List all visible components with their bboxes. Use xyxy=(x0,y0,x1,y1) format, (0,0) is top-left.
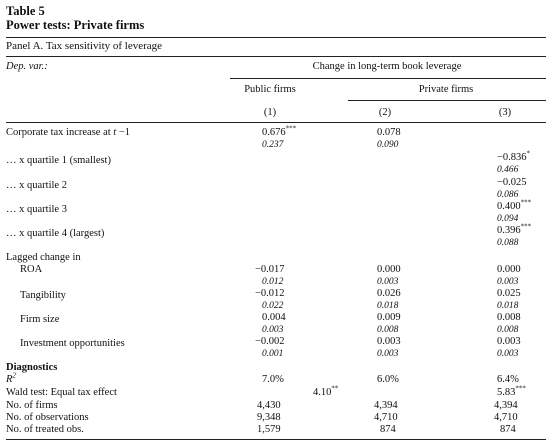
size-c2-se: 0.008 xyxy=(377,325,399,335)
size-c3-se: 0.008 xyxy=(497,325,519,335)
row-label-wald: Wald test: Equal tax effect xyxy=(6,387,117,398)
table-number: Table 5 xyxy=(6,4,45,18)
invest-c3-se: 0.003 xyxy=(497,349,519,359)
q1-c3-se: 0.466 xyxy=(497,165,519,175)
roa-c3: 0.000 xyxy=(497,264,521,275)
tang-c1: −0.012 xyxy=(255,288,285,299)
row-label-tax: Corporate tax increase at t −1 xyxy=(6,127,131,138)
col3-header: (3) xyxy=(498,107,512,118)
roa-c1-se: 0.012 xyxy=(262,277,284,287)
row-label-nfirms: No. of firms xyxy=(6,400,58,411)
q4-c3: 0.396*** xyxy=(497,222,532,236)
wald-mid: 4.10** xyxy=(313,384,339,398)
dep-var-rule xyxy=(230,78,546,79)
panel-rule xyxy=(6,56,546,57)
invest-c1-se: 0.001 xyxy=(262,349,284,359)
tax-c2-se: 0.090 xyxy=(377,140,399,150)
row-label-tangibility: Tangibility xyxy=(20,290,66,301)
nobs-c2: 4,710 xyxy=(374,412,398,423)
size-c1-se: 0.003 xyxy=(262,325,284,335)
row-label-q2: … x quartile 2 xyxy=(6,180,67,191)
r2-c3: 6.4% xyxy=(497,374,519,385)
title-rule xyxy=(6,37,546,38)
invest-c3: 0.003 xyxy=(497,336,521,347)
row-label-ntreated: No. of treated obs. xyxy=(6,424,84,435)
row-label-diagnostics: Diagnostics xyxy=(6,362,58,373)
tang-c3-se: 0.018 xyxy=(497,301,519,311)
roa-c3-se: 0.003 xyxy=(497,277,519,287)
private-firms-rule xyxy=(348,100,546,101)
tang-c2-se: 0.018 xyxy=(377,301,399,311)
tang-c2: 0.026 xyxy=(377,288,401,299)
q2-c3-se: 0.086 xyxy=(497,190,519,200)
row-label-q4: … x quartile 4 (largest) xyxy=(6,228,105,239)
q3-c3: 0.400*** xyxy=(497,198,532,212)
nfirms-c2: 4,394 xyxy=(374,400,398,411)
q2-c3: −0.025 xyxy=(497,177,527,188)
roa-c2: 0.000 xyxy=(377,264,401,275)
nobs-c3: 4,710 xyxy=(494,412,518,423)
nobs-c1: 9,348 xyxy=(257,412,281,423)
col1-header: (1) xyxy=(263,107,277,118)
panel-title: Panel A. Tax sensitivity of leverage xyxy=(6,40,163,52)
ntreat-c2: 874 xyxy=(380,424,396,435)
nfirms-c1: 4,430 xyxy=(257,400,281,411)
wald-c3: 5.83*** xyxy=(497,384,526,398)
dep-var-description: Change in long-term book leverage xyxy=(312,61,462,72)
tang-c3: 0.025 xyxy=(497,288,521,299)
q4-c3-se: 0.088 xyxy=(497,238,519,248)
tax-c1-se: 0.237 xyxy=(262,140,284,150)
row-label-lagged: Lagged change in xyxy=(6,252,81,263)
ntreat-c3: 874 xyxy=(500,424,516,435)
invest-c2: 0.003 xyxy=(377,336,401,347)
size-c3: 0.008 xyxy=(497,312,521,323)
q3-c3-se: 0.094 xyxy=(497,214,519,224)
header-rule xyxy=(6,122,546,123)
bottom-rule xyxy=(6,439,546,440)
ntreat-c1: 1,579 xyxy=(257,424,281,435)
row-label-roa: ROA xyxy=(20,264,43,275)
invest-c2-se: 0.003 xyxy=(377,349,399,359)
tang-c1-se: 0.022 xyxy=(262,301,284,311)
col2-header: (2) xyxy=(378,107,392,118)
row-label-investment: Investment opportunities xyxy=(20,338,125,349)
row-label-nobs: No. of observations xyxy=(6,412,89,423)
roa-c1: −0.017 xyxy=(255,264,285,275)
tax-c2: 0.078 xyxy=(377,127,401,138)
size-c1: 0.004 xyxy=(262,312,286,323)
private-firms-header: Private firms xyxy=(418,84,474,95)
table-title: Power tests: Private firms xyxy=(6,18,145,32)
r2-c2: 6.0% xyxy=(377,374,399,385)
row-label-firm-size: Firm size xyxy=(20,314,60,325)
row-label-r2: R2 xyxy=(6,371,16,385)
row-label-q3: … x quartile 3 xyxy=(6,204,67,215)
r2-c1: 7.0% xyxy=(262,374,284,385)
tax-c1: 0.676*** xyxy=(262,124,297,138)
invest-c1: −0.002 xyxy=(255,336,285,347)
public-firms-header: Public firms xyxy=(244,84,296,95)
q1-c3: −0.836* xyxy=(497,149,531,163)
row-label-q1: … x quartile 1 (smallest) xyxy=(6,155,111,166)
roa-c2-se: 0.003 xyxy=(377,277,399,287)
dep-var-label: Dep. var.: xyxy=(6,61,48,72)
nfirms-c3: 4,394 xyxy=(494,400,518,411)
size-c2: 0.009 xyxy=(377,312,401,323)
